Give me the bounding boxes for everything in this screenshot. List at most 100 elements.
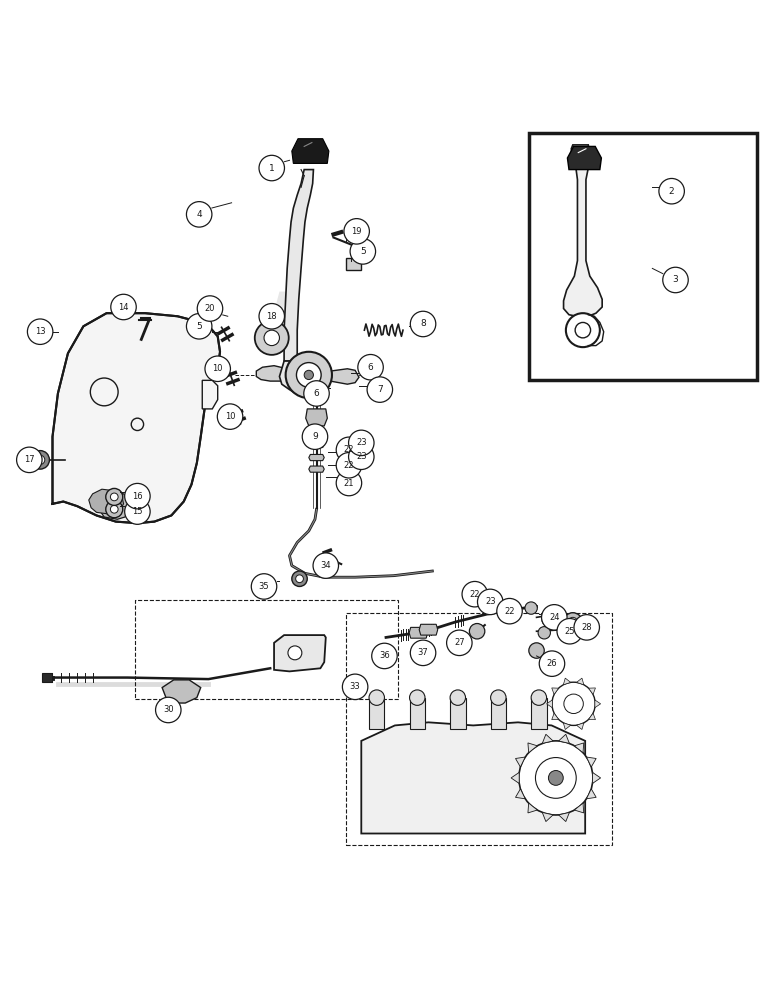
Circle shape bbox=[124, 483, 150, 509]
Text: 9: 9 bbox=[312, 432, 318, 441]
Circle shape bbox=[336, 453, 361, 478]
Polygon shape bbox=[528, 743, 537, 753]
Circle shape bbox=[336, 470, 361, 496]
Circle shape bbox=[259, 155, 284, 181]
Circle shape bbox=[490, 690, 506, 705]
Circle shape bbox=[31, 451, 49, 469]
Polygon shape bbox=[588, 688, 595, 694]
Circle shape bbox=[106, 501, 123, 518]
Polygon shape bbox=[542, 734, 553, 743]
Circle shape bbox=[286, 352, 332, 398]
Text: 23: 23 bbox=[485, 597, 496, 606]
Text: 6: 6 bbox=[313, 389, 320, 398]
Circle shape bbox=[497, 598, 522, 624]
Circle shape bbox=[131, 418, 144, 431]
Circle shape bbox=[218, 404, 242, 429]
Circle shape bbox=[662, 267, 688, 293]
Text: 37: 37 bbox=[418, 648, 428, 657]
Circle shape bbox=[525, 602, 537, 614]
Circle shape bbox=[659, 178, 684, 204]
Polygon shape bbox=[559, 734, 570, 743]
Polygon shape bbox=[587, 757, 596, 767]
Bar bbox=[409, 698, 425, 729]
Circle shape bbox=[259, 304, 284, 329]
Circle shape bbox=[36, 455, 45, 464]
Circle shape bbox=[292, 571, 307, 586]
Circle shape bbox=[548, 771, 564, 785]
Polygon shape bbox=[292, 139, 329, 163]
Text: 4: 4 bbox=[196, 210, 202, 219]
Polygon shape bbox=[42, 673, 52, 682]
Circle shape bbox=[304, 370, 313, 380]
Text: 34: 34 bbox=[320, 561, 331, 570]
Text: 7: 7 bbox=[377, 385, 383, 394]
Polygon shape bbox=[309, 466, 324, 472]
Text: 14: 14 bbox=[118, 303, 129, 312]
Circle shape bbox=[296, 363, 321, 387]
Polygon shape bbox=[564, 678, 571, 685]
Circle shape bbox=[110, 493, 118, 501]
Circle shape bbox=[450, 690, 466, 705]
Polygon shape bbox=[361, 722, 585, 834]
Polygon shape bbox=[542, 812, 553, 822]
Circle shape bbox=[552, 682, 595, 725]
Text: 27: 27 bbox=[454, 638, 465, 647]
Bar bbox=[529, 133, 757, 380]
Circle shape bbox=[111, 294, 136, 320]
Circle shape bbox=[564, 694, 584, 714]
Polygon shape bbox=[52, 313, 220, 523]
Circle shape bbox=[187, 314, 212, 339]
Text: 1: 1 bbox=[269, 164, 275, 173]
Text: 2: 2 bbox=[669, 187, 675, 196]
Text: 18: 18 bbox=[266, 312, 277, 321]
Bar bbox=[531, 698, 547, 729]
Text: 22: 22 bbox=[504, 607, 515, 616]
Circle shape bbox=[255, 321, 289, 355]
Polygon shape bbox=[279, 361, 297, 392]
Text: 6: 6 bbox=[367, 363, 374, 372]
Polygon shape bbox=[306, 409, 327, 426]
Bar bbox=[135, 600, 398, 699]
Circle shape bbox=[264, 330, 279, 346]
Polygon shape bbox=[516, 789, 525, 799]
Circle shape bbox=[124, 499, 150, 524]
Polygon shape bbox=[592, 772, 601, 783]
Circle shape bbox=[344, 219, 369, 244]
Text: 17: 17 bbox=[24, 455, 35, 464]
Circle shape bbox=[187, 202, 212, 227]
Circle shape bbox=[411, 640, 435, 666]
Polygon shape bbox=[202, 380, 218, 409]
Polygon shape bbox=[528, 803, 537, 813]
Circle shape bbox=[575, 322, 591, 338]
Text: 20: 20 bbox=[205, 304, 215, 313]
Circle shape bbox=[16, 447, 42, 473]
Text: 23: 23 bbox=[356, 452, 367, 461]
Circle shape bbox=[349, 430, 374, 456]
Circle shape bbox=[288, 646, 302, 660]
Circle shape bbox=[357, 354, 383, 380]
Text: 22: 22 bbox=[469, 590, 480, 599]
Circle shape bbox=[155, 697, 181, 723]
Circle shape bbox=[529, 643, 544, 658]
Circle shape bbox=[90, 378, 118, 406]
Text: 5: 5 bbox=[360, 247, 366, 256]
Circle shape bbox=[531, 690, 547, 705]
Circle shape bbox=[564, 613, 582, 631]
Circle shape bbox=[536, 758, 576, 798]
Text: 22: 22 bbox=[344, 445, 354, 454]
Circle shape bbox=[336, 437, 361, 463]
Text: 21: 21 bbox=[344, 479, 354, 488]
Polygon shape bbox=[309, 441, 324, 448]
Polygon shape bbox=[284, 170, 313, 361]
Circle shape bbox=[574, 615, 599, 640]
Text: 25: 25 bbox=[564, 627, 575, 636]
Text: 13: 13 bbox=[35, 327, 46, 336]
Circle shape bbox=[477, 589, 503, 615]
Text: 16: 16 bbox=[132, 492, 143, 501]
Polygon shape bbox=[419, 624, 438, 635]
Polygon shape bbox=[99, 492, 130, 519]
Text: 24: 24 bbox=[549, 613, 560, 622]
Polygon shape bbox=[516, 757, 525, 767]
Polygon shape bbox=[409, 627, 428, 638]
Circle shape bbox=[469, 624, 485, 639]
